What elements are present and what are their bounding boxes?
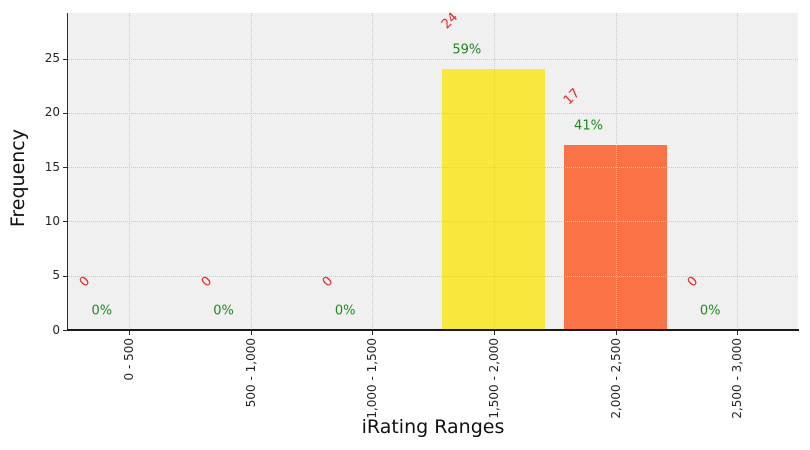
x-axis-label: iRating Ranges: [361, 416, 505, 438]
y-tick-label: 25: [44, 51, 60, 66]
horizontal-gridline: [68, 167, 798, 169]
y-tick-label: 0: [52, 322, 60, 337]
horizontal-gridline: [68, 58, 798, 60]
x-tick-mark: [250, 330, 252, 335]
y-tick-mark: [63, 275, 68, 277]
vertical-gridline: [493, 13, 495, 330]
y-tick-mark: [63, 58, 68, 60]
y-tick-mark: [63, 112, 68, 114]
percent-annotation: 0%: [334, 303, 356, 319]
percent-annotation: 0%: [91, 303, 113, 319]
x-tick-label: 500 - 1,000: [243, 338, 258, 408]
percent-annotation: 0%: [699, 303, 721, 319]
vertical-gridline: [372, 13, 374, 330]
horizontal-gridline: [68, 221, 798, 223]
y-tick-mark: [63, 221, 68, 223]
x-tick-label: 1,500 - 2,000: [486, 338, 501, 419]
x-tick-label: 1,000 - 1,500: [365, 338, 380, 419]
y-tick-label: 5: [52, 268, 60, 283]
x-tick-label: 2,500 - 3,000: [730, 338, 745, 419]
x-tick-mark: [737, 330, 739, 335]
y-tick-mark: [63, 330, 68, 331]
x-tick-mark: [493, 330, 495, 335]
x-tick-label: 0 - 500: [121, 338, 136, 381]
x-tick-label: 2,000 - 2,500: [608, 338, 623, 419]
left-spine: [67, 13, 68, 330]
horizontal-gridline: [68, 275, 798, 277]
vertical-gridline: [128, 13, 130, 330]
y-tick-label: 10: [44, 213, 60, 228]
percent-annotation: 59%: [452, 42, 482, 58]
x-tick-mark: [615, 330, 617, 335]
y-tick-label: 15: [44, 159, 60, 174]
vertical-gridline: [250, 13, 252, 330]
vertical-gridline: [737, 13, 739, 330]
x-tick-mark: [128, 330, 130, 335]
horizontal-gridline: [68, 112, 798, 114]
plot-area: [68, 13, 798, 330]
percent-annotation: 0%: [213, 303, 234, 319]
x-tick-mark: [372, 330, 374, 335]
y-axis-label: Frequency: [7, 129, 29, 228]
bottom-spine: [67, 329, 799, 331]
y-tick-mark: [63, 167, 68, 169]
y-tick-label: 20: [44, 105, 60, 120]
percent-annotation: 41%: [574, 118, 603, 134]
vertical-gridline: [615, 13, 617, 330]
